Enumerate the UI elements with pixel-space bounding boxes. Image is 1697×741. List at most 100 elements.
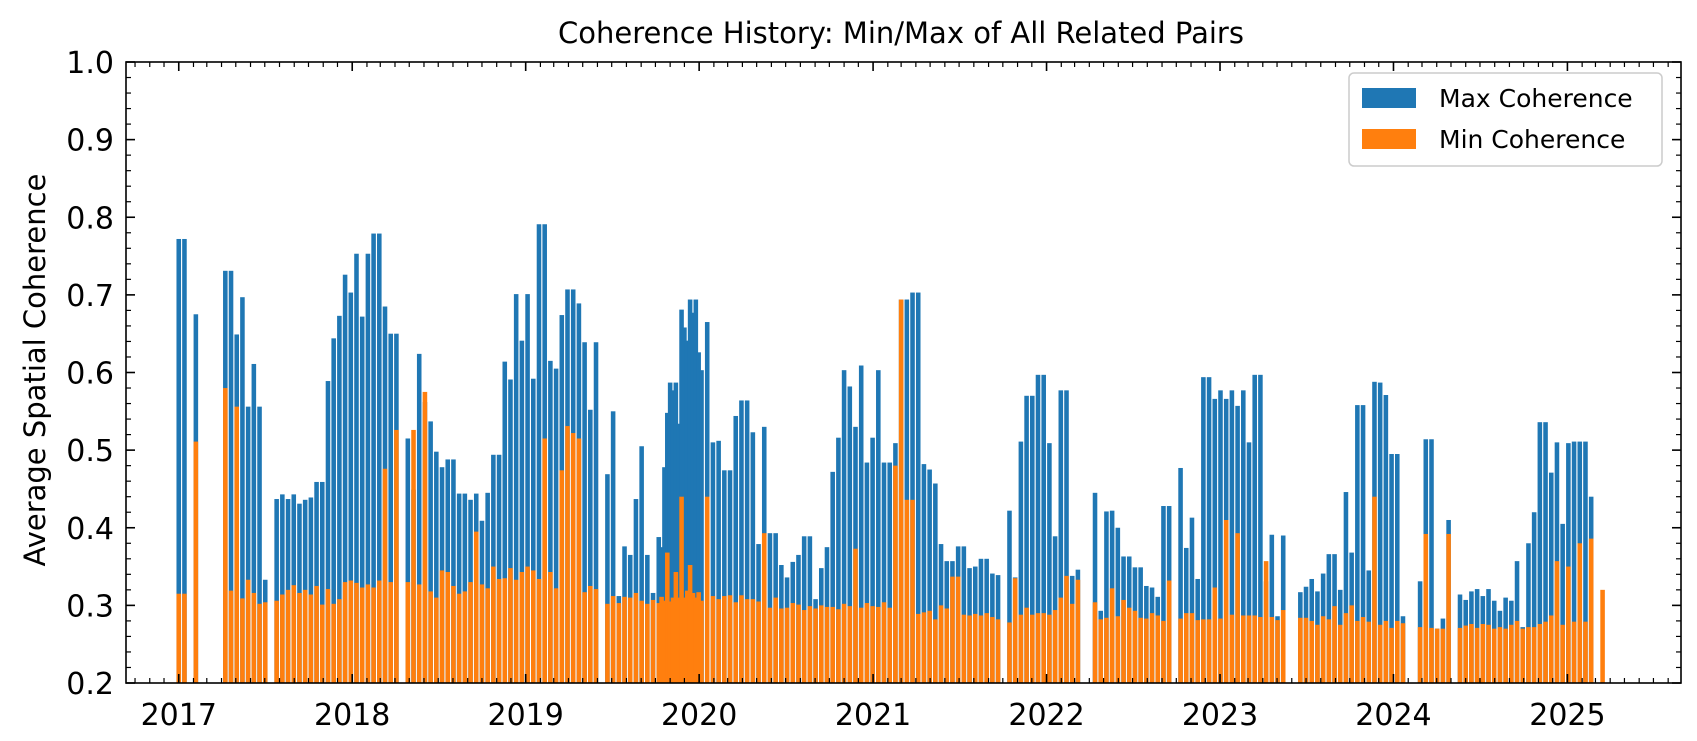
min-coherence-bar <box>193 441 199 683</box>
min-coherence-bar <box>1320 616 1326 683</box>
max-coherence-bar <box>710 442 716 683</box>
min-coherence-bar <box>779 608 784 683</box>
max-coherence-bar <box>536 224 542 684</box>
max-coherence-bar <box>1583 441 1588 683</box>
min-coherence-bar <box>1520 628 1526 683</box>
y-tick-label: 1.0 <box>66 46 114 81</box>
min-coherence-bar <box>1309 620 1315 683</box>
min-coherence-bar <box>824 606 830 683</box>
min-coherence-bar <box>1098 619 1104 683</box>
max-coherence-bar <box>280 494 285 683</box>
max-coherence-bar <box>887 462 892 683</box>
max-coherence-bar <box>1531 512 1537 683</box>
max-coherence-bar <box>1047 443 1052 683</box>
max-coherence-bar <box>699 370 704 683</box>
min-coherence-bar <box>274 600 279 683</box>
min-coherence-bar <box>588 585 593 683</box>
max-coherence-bar <box>693 299 699 683</box>
min-coherence-bar <box>1138 617 1143 683</box>
min-coherence-bar <box>995 619 1001 683</box>
legend: Max Coherence Min Coherence <box>1348 72 1663 167</box>
max-coherence-bar <box>416 353 422 683</box>
min-coherence-bar <box>622 596 627 683</box>
min-coherence-bar <box>234 406 240 683</box>
min-coherence-bar <box>1332 606 1337 683</box>
max-coherence-bar <box>727 470 733 683</box>
min-coherence-bar <box>456 593 462 683</box>
min-coherence-bar <box>739 595 744 683</box>
min-coherence-bar <box>445 572 451 683</box>
max-coherence-bar <box>257 406 262 683</box>
max-coherence-bar <box>531 378 536 683</box>
legend-label-max: Max Coherence <box>1439 84 1633 113</box>
min-coherence-bar <box>496 578 502 683</box>
min-coherence-bar <box>984 613 989 683</box>
min-coherence-bar <box>1383 620 1389 683</box>
min-coherence-bar <box>910 499 915 683</box>
x-tick-label: 2020 <box>661 698 737 733</box>
min-coherence-bar <box>1469 624 1474 683</box>
max-coherence-bar <box>1115 527 1121 683</box>
min-coherence-bar <box>508 568 513 683</box>
max-coherence-bar <box>593 342 599 683</box>
x-tick-label: 2023 <box>1182 698 1258 733</box>
max-coherence-bar <box>1229 390 1235 683</box>
min-coherence-bar <box>1583 621 1588 683</box>
min-coherence-bar <box>950 576 955 683</box>
min-coherence-bar <box>813 608 818 683</box>
max-coherence-bar <box>325 381 331 683</box>
min-coherence-bar <box>582 592 587 683</box>
min-coherence-bar <box>836 609 841 683</box>
min-coherence-bar <box>1206 619 1212 683</box>
min-coherence-bar <box>650 599 656 683</box>
min-coherence-bar <box>1395 620 1400 683</box>
max-coherence-bar <box>836 437 841 683</box>
max-coherence-bar <box>1092 492 1098 683</box>
min-coherence-bar <box>1337 624 1343 683</box>
max-coherence-bar <box>927 469 932 683</box>
max-coherence-bar <box>445 459 451 683</box>
max-coherence-bar <box>582 342 587 683</box>
max-coherence-bar <box>1218 390 1223 683</box>
legend-label-min: Min Coherence <box>1439 125 1625 154</box>
min-coherence-bar <box>491 566 496 683</box>
min-coherence-bar <box>462 591 468 683</box>
min-coherence-bar <box>1298 617 1303 683</box>
max-coherence-bar <box>687 299 693 683</box>
min-coherence-bar <box>645 603 650 683</box>
min-coherence-bar <box>790 603 796 683</box>
min-coherence-bar <box>990 617 995 683</box>
min-coherence-bar <box>302 589 308 683</box>
min-coherence-bar <box>801 610 807 683</box>
max-coherence-bar <box>830 471 835 683</box>
min-coherence-bar <box>1235 533 1240 683</box>
min-coherence-bar <box>1246 615 1252 683</box>
min-coherence-bar <box>927 610 932 683</box>
min-coherence-bar <box>1047 614 1052 683</box>
min-coherence-bar <box>1491 628 1497 683</box>
min-coherence-bar <box>773 597 778 683</box>
min-coherence-bar <box>684 590 690 683</box>
min-coherence-bar <box>1389 627 1394 683</box>
min-coherence-bar <box>767 607 773 683</box>
max-coherence-bar <box>525 294 530 683</box>
x-tick-label: 2021 <box>835 698 911 733</box>
min-coherence-bar <box>1423 533 1429 683</box>
max-coherence-bar <box>377 233 382 684</box>
x-tick-label: 2022 <box>1008 698 1084 733</box>
min-coherence-bar <box>1201 619 1206 683</box>
x-tick-label: 2025 <box>1529 698 1605 733</box>
min-coherence-bar <box>1218 618 1223 683</box>
min-coherence-bar <box>1543 621 1548 683</box>
min-coherence-bar <box>915 613 921 683</box>
max-coherence-bar <box>251 363 257 683</box>
min-coherence-bar <box>1577 543 1583 683</box>
max-coherence-bar <box>1571 441 1577 683</box>
min-coherence-bar <box>1223 519 1229 683</box>
max-coherence-bar <box>665 412 670 683</box>
min-coherence-bar <box>354 582 359 683</box>
max-coherence-bar <box>1429 439 1434 683</box>
min-coherence-bar <box>693 597 699 683</box>
min-coherence-bar <box>1115 616 1121 683</box>
max-coherence-bar <box>228 270 234 683</box>
